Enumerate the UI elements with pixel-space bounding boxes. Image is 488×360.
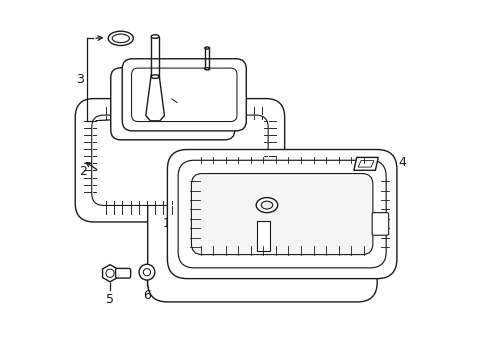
- FancyBboxPatch shape: [131, 68, 237, 122]
- Text: 5: 5: [106, 293, 114, 306]
- Ellipse shape: [151, 75, 159, 78]
- Ellipse shape: [261, 201, 272, 209]
- Polygon shape: [102, 265, 117, 282]
- FancyBboxPatch shape: [110, 68, 234, 140]
- FancyBboxPatch shape: [75, 99, 284, 222]
- Ellipse shape: [108, 31, 133, 45]
- Circle shape: [139, 264, 155, 280]
- Ellipse shape: [204, 47, 209, 49]
- FancyBboxPatch shape: [167, 149, 396, 279]
- FancyBboxPatch shape: [371, 213, 388, 235]
- Ellipse shape: [256, 198, 277, 213]
- Polygon shape: [353, 157, 378, 170]
- FancyBboxPatch shape: [191, 174, 372, 255]
- FancyBboxPatch shape: [178, 160, 386, 268]
- Text: 1: 1: [163, 216, 171, 230]
- Ellipse shape: [151, 35, 159, 38]
- Bar: [256, 221, 269, 251]
- Text: 6: 6: [142, 289, 151, 302]
- Ellipse shape: [204, 68, 209, 70]
- FancyBboxPatch shape: [122, 59, 246, 131]
- FancyBboxPatch shape: [147, 173, 376, 302]
- Text: 4: 4: [398, 156, 406, 168]
- FancyBboxPatch shape: [92, 115, 267, 206]
- Text: 3: 3: [76, 73, 83, 86]
- FancyBboxPatch shape: [115, 269, 130, 278]
- Text: 2: 2: [79, 165, 86, 177]
